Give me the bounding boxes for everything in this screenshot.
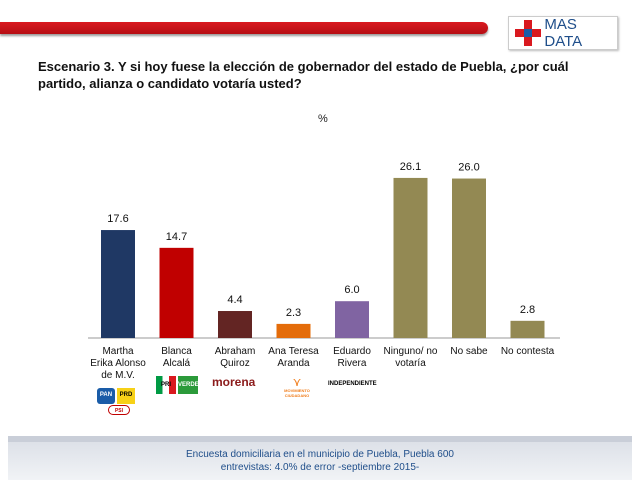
bar: [510, 320, 545, 338]
category-label: Martha Erika Alonso de M.V.: [90, 346, 146, 381]
bar: [452, 178, 486, 338]
header-bar: [0, 22, 488, 34]
data-label: 2.3: [286, 307, 301, 319]
morena-logo-icon: morena: [212, 375, 256, 389]
pri-logo-icon: PRI: [156, 376, 176, 394]
bar: [218, 311, 252, 338]
mas-data-logo: MAS DATA: [508, 16, 618, 50]
pan-logo-icon: PAN: [97, 388, 115, 404]
data-label: 14.7: [166, 231, 187, 243]
category-label: No contesta: [500, 346, 555, 357]
bar: [159, 247, 194, 338]
blanca-party-logos: PRI VERDE: [156, 376, 199, 394]
bar: [393, 177, 428, 338]
unit-label: %: [318, 113, 328, 125]
prd-logo-icon: PRD: [117, 388, 135, 404]
cross-icon: [515, 20, 541, 46]
category-label: Eduardo Rivera: [333, 346, 371, 369]
martha-party-logos: PAN PRD: [97, 388, 135, 404]
footer-line-2: entrevistas: 4.0% de error -septiembre 2…: [220, 462, 420, 473]
bar: [101, 230, 135, 338]
footer: Encuesta domiciliaria en el municipio de…: [8, 436, 632, 480]
data-label: 26.0: [458, 162, 479, 174]
psi-logo-icon: PSI: [108, 405, 130, 415]
category-label: Ninguno/ no votaría: [383, 346, 438, 369]
independiente-label: INDEPENDIENTE: [328, 381, 377, 387]
movimiento-ciudadano-logo-icon: ⋎ MOVIMIENTO CIUDADANO: [284, 375, 310, 398]
data-label: 2.8: [520, 304, 535, 316]
data-label: 26.1: [400, 161, 421, 173]
verde-logo-icon: VERDE: [178, 376, 199, 394]
data-label: 4.4: [227, 294, 242, 306]
data-label: 6.0: [344, 284, 359, 296]
bar: [276, 323, 311, 338]
category-label: Blanca Alcalá: [161, 346, 192, 369]
category-label: No sabe: [450, 346, 488, 357]
bar: [335, 301, 369, 338]
category-label: Ana Teresa Aranda: [268, 346, 319, 369]
footer-line-1: Encuesta domiciliaria en el municipio de…: [186, 449, 454, 460]
logo-text: MAS DATA: [544, 16, 583, 50]
category-label: Abraham Quiroz: [214, 346, 256, 369]
page-title: Escenario 3. Y si hoy fuese la elección …: [38, 59, 569, 91]
data-label: 17.6: [107, 213, 128, 225]
